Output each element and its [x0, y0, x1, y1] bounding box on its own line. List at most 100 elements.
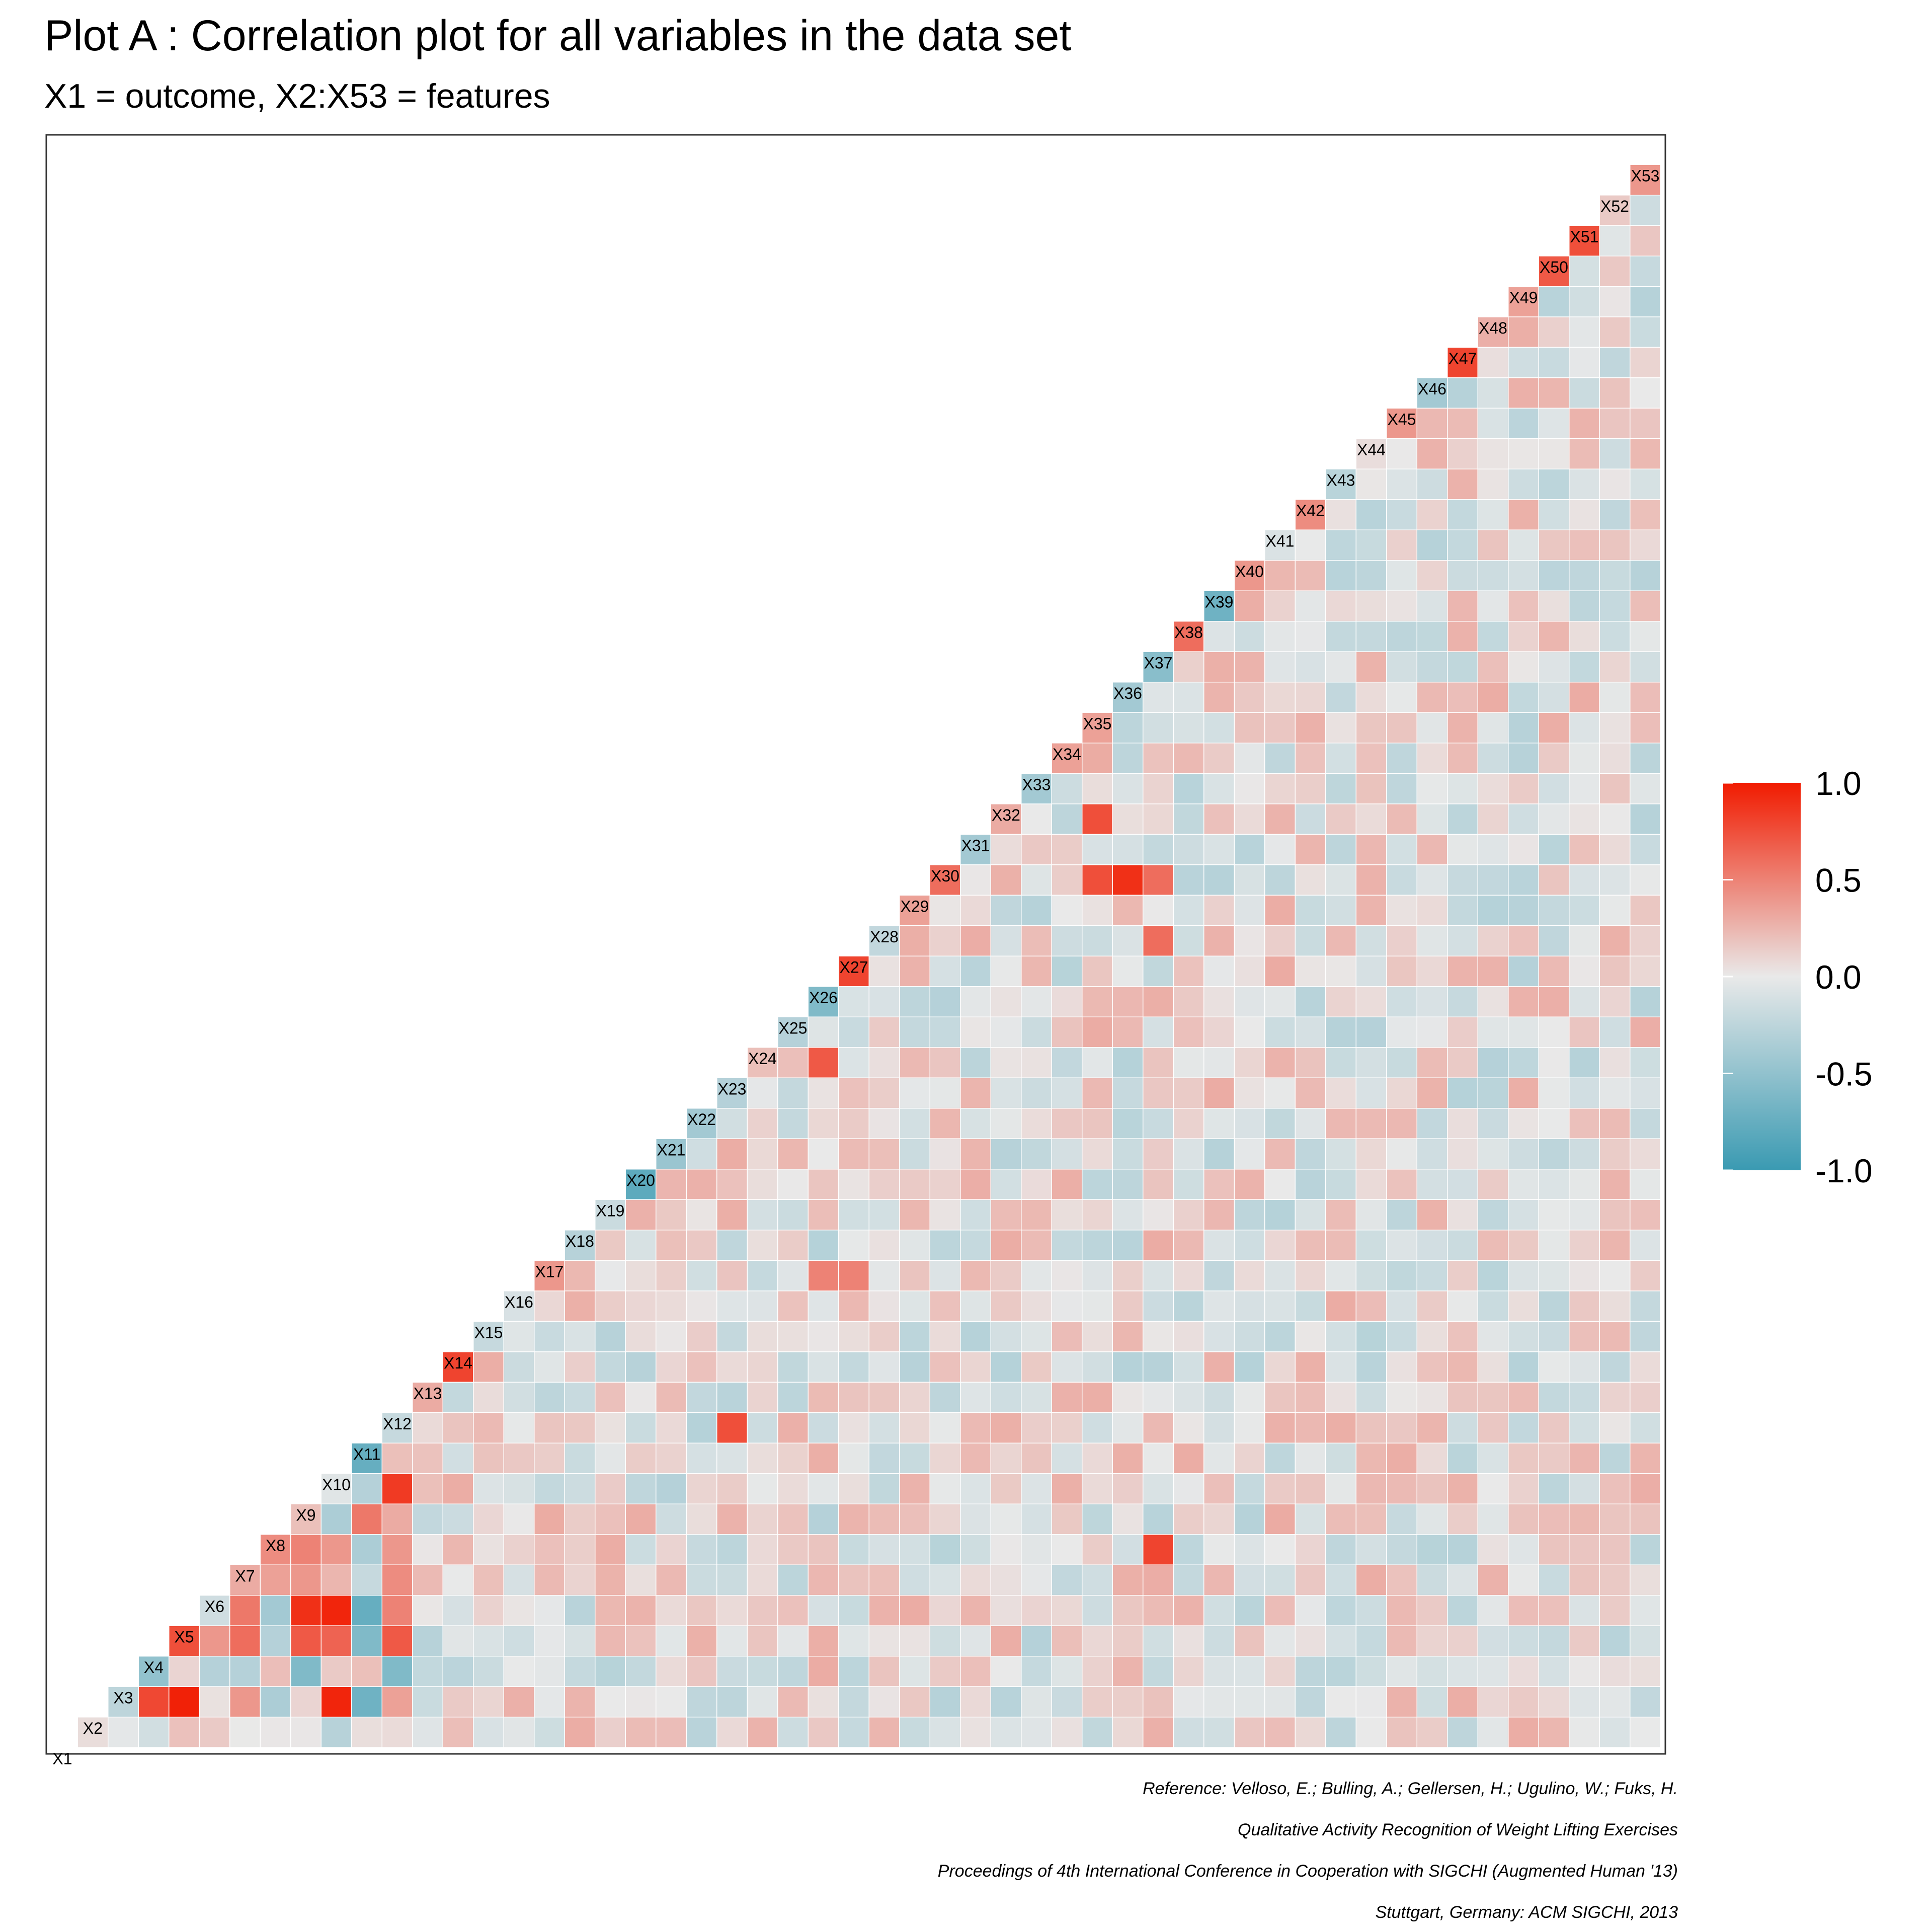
heatmap-cell-X24-X23	[748, 1048, 777, 1078]
heatmap-cell-X17-X13	[534, 1352, 565, 1382]
heatmap-cell-X43-X40	[1326, 530, 1356, 560]
heatmap-cell-X51-X21	[1569, 1108, 1599, 1139]
heatmap-cell-X29-X6	[900, 1565, 930, 1595]
heatmap-cell-X12-X11	[382, 1413, 412, 1443]
heatmap-cell-X11-X7	[352, 1535, 382, 1565]
heatmap-cell-X49-X27	[1508, 926, 1539, 956]
heatmap-cell-X50-X20	[1539, 1139, 1569, 1169]
heatmap-cell-X18-X16	[565, 1261, 595, 1291]
heatmap-cell-X33-X7	[1021, 1535, 1052, 1565]
heatmap-cell-X42-X23	[1296, 1048, 1325, 1078]
heatmap-cell-X14-X4	[443, 1626, 473, 1656]
heatmap-cell-X11-X5	[352, 1595, 382, 1626]
heatmap-cell-X43-X25	[1326, 987, 1356, 1017]
heatmap-cell-X43-X23	[1326, 1048, 1356, 1078]
heatmap-cell-X43-X19	[1326, 1169, 1356, 1199]
heatmap-cell-X38-X30	[1174, 835, 1203, 864]
heatmap-cell-X22-X8	[687, 1504, 716, 1534]
heatmap-cell-X17-X4	[534, 1626, 565, 1656]
heatmap-cell-X43-X21	[1326, 1108, 1356, 1139]
heatmap-cell-X30-X16	[930, 1261, 960, 1291]
heatmap-cell-X17-X2	[534, 1687, 565, 1717]
heatmap-cell-X26-X19	[809, 1169, 838, 1199]
heatmap-cell-X48-X7	[1478, 1535, 1508, 1565]
heatmap-cell-X32-X30	[991, 835, 1021, 864]
heatmap-cell-X29-X24	[900, 1017, 930, 1047]
heatmap-cell-X42-X21	[1296, 1108, 1325, 1139]
heatmap-cell-X38-X11	[1174, 1413, 1203, 1443]
heatmap-cell-X20-X10	[626, 1443, 656, 1473]
heatmap-cell-X44-X7	[1356, 1535, 1386, 1565]
heatmap-cell-X39-X4	[1204, 1626, 1234, 1656]
heatmap-cell-X49-X42	[1508, 469, 1539, 499]
heatmap-cell-X49-X1	[1508, 1717, 1539, 1747]
heatmap-cell-X7-X6	[230, 1565, 260, 1595]
heatmap-cell-X30-X7	[930, 1535, 960, 1565]
heatmap-cell-X42-X31	[1296, 804, 1325, 834]
heatmap-cell-X23-X21	[717, 1108, 747, 1139]
heatmap-cell-X37-X4	[1143, 1626, 1173, 1656]
heatmap-cell-X36-X22	[1113, 1078, 1143, 1108]
heatmap-cell-X52-X49	[1600, 256, 1630, 286]
heatmap-cell-X19-X15	[595, 1291, 625, 1321]
heatmap-cell-X48-X38	[1478, 591, 1508, 621]
heatmap-cell-X41-X24	[1265, 1017, 1295, 1047]
heatmap-cell-X51-X13	[1569, 1352, 1599, 1382]
heatmap-cell-X41-X36	[1265, 652, 1295, 682]
heatmap-cell-X53-X30	[1630, 835, 1660, 864]
heatmap-cell-X40-X34	[1235, 713, 1264, 743]
heatmap-cell-X48-X4	[1478, 1626, 1508, 1656]
heatmap-cell-X26-X13	[809, 1352, 838, 1382]
heatmap-cell-X33-X22	[1021, 1078, 1052, 1108]
heatmap-cell-X31-X16	[960, 1261, 991, 1291]
heatmap-cell-X18-X2	[565, 1687, 595, 1717]
heatmap-cell-X39-X38	[1204, 591, 1234, 621]
heatmap-cell-X52-X23	[1600, 1048, 1630, 1078]
heatmap-cell-X31-X10	[960, 1443, 991, 1473]
variable-label-X51: X51	[1570, 227, 1599, 246]
heatmap-cell-X40-X7	[1235, 1535, 1264, 1565]
heatmap-cell-X39-X31	[1204, 804, 1234, 834]
heatmap-cell-X30-X26	[930, 956, 960, 986]
heatmap-cell-X29-X2	[900, 1687, 930, 1717]
heatmap-cell-X15-X4	[473, 1626, 504, 1656]
heatmap-cell-X20-X15	[626, 1291, 656, 1321]
heatmap-cell-X48-X42	[1478, 469, 1508, 499]
heatmap-cell-X31-X11	[960, 1413, 991, 1443]
heatmap-cell-X50-X38	[1539, 591, 1569, 621]
variable-label-X28: X28	[870, 928, 899, 946]
heatmap-cell-X53-X49	[1630, 256, 1660, 286]
heatmap-cell-X36-X12	[1113, 1383, 1143, 1412]
heatmap-cell-X47-X11	[1447, 1413, 1478, 1443]
heatmap-cell-X48-X36	[1478, 652, 1508, 682]
heatmap-cell-X9-X7	[291, 1535, 321, 1565]
heatmap-cell-X49-X21	[1508, 1108, 1539, 1139]
heatmap-cell-X44-X19	[1356, 1169, 1386, 1199]
heatmap-cell-X34-X33	[1052, 743, 1082, 773]
heatmap-cell-X47-X38	[1447, 591, 1478, 621]
heatmap-cell-X15-X7	[473, 1535, 504, 1565]
heatmap-cell-X22-X3	[687, 1656, 716, 1686]
heatmap-cell-X51-X3	[1569, 1656, 1599, 1686]
variable-label-X22: X22	[687, 1110, 716, 1129]
heatmap-cell-X24-X17	[748, 1230, 777, 1260]
heatmap-cell-X26-X22	[809, 1078, 838, 1108]
heatmap-cell-X29-X28	[900, 896, 930, 925]
heatmap-cell-X45-X44	[1387, 409, 1417, 438]
heatmap-cell-X34-X7	[1052, 1535, 1082, 1565]
heatmap-cell-X15-X1	[473, 1717, 504, 1747]
heatmap-cell-X41-X25	[1265, 987, 1295, 1017]
heatmap-cell-X23-X9	[717, 1474, 747, 1504]
heatmap-cell-X45-X18	[1387, 1200, 1417, 1230]
heatmap-cell-X53-X6	[1630, 1565, 1660, 1595]
heatmap-cell-X15-X10	[473, 1443, 504, 1473]
heatmap-cell-X50-X25	[1539, 987, 1569, 1017]
heatmap-cell-X44-X31	[1356, 804, 1386, 834]
heatmap-cell-X31-X14	[960, 1322, 991, 1351]
heatmap-cell-X34-X31	[1052, 804, 1082, 834]
heatmap-cell-X47-X36	[1447, 652, 1478, 682]
heatmap-cell-X31-X21	[960, 1108, 991, 1139]
heatmap-cell-X38-X15	[1174, 1291, 1203, 1321]
heatmap-cell-X31-X15	[960, 1291, 991, 1321]
